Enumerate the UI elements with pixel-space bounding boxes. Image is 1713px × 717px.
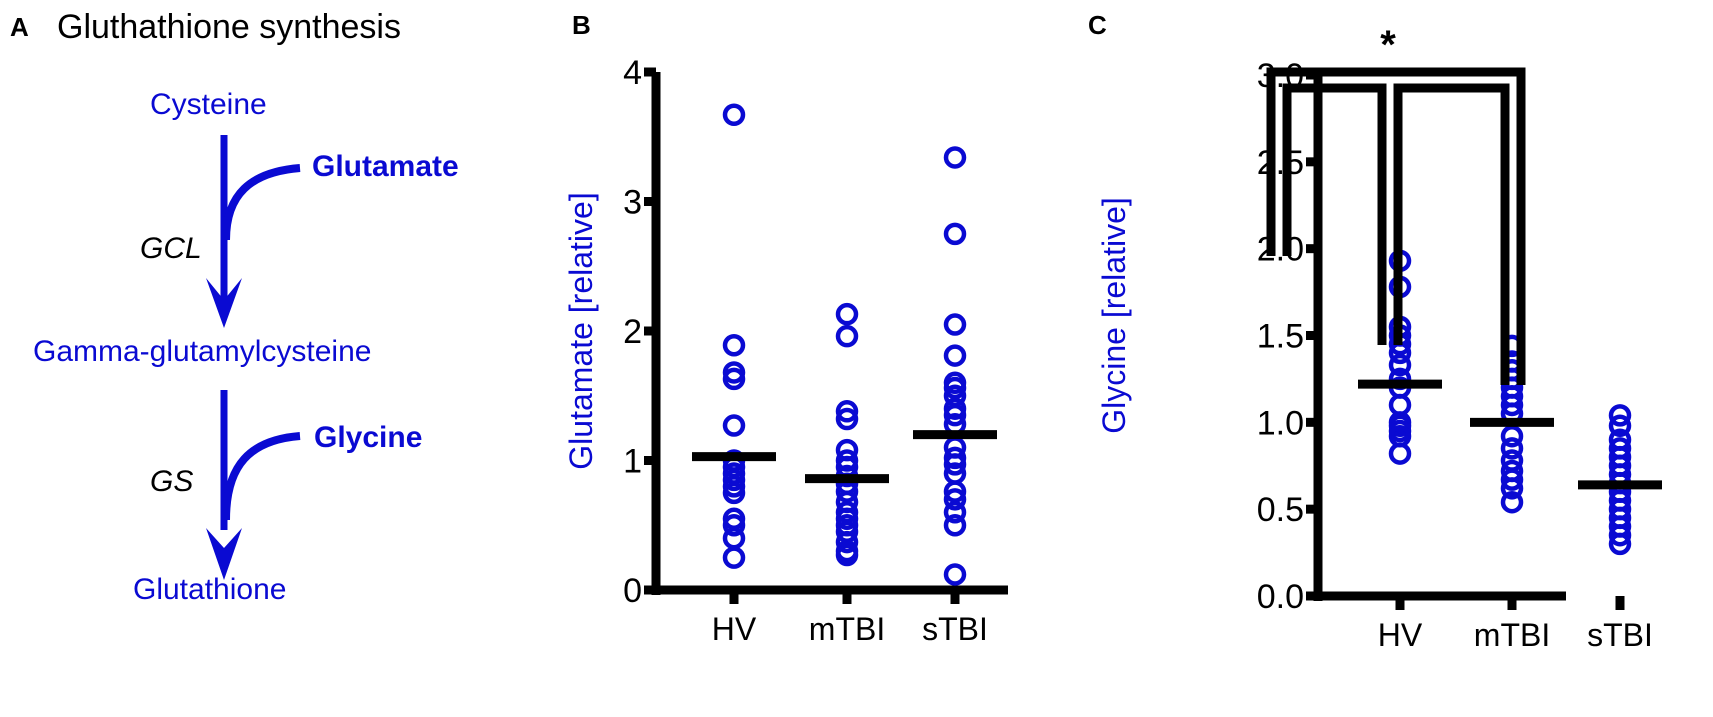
panel-a-title: Gluthathione synthesis (57, 8, 401, 46)
data-point (1500, 424, 1524, 448)
data-point (835, 543, 859, 567)
series-mtbi (1470, 334, 1554, 514)
data-point (943, 480, 967, 503)
node-cysteine: Cysteine (150, 88, 267, 121)
data-point (835, 302, 859, 326)
significance-star: * (1380, 23, 1396, 67)
panel-c-letter: C (1088, 10, 1107, 40)
data-point (1500, 468, 1524, 491)
data-point (943, 376, 967, 400)
series-hv (692, 103, 776, 569)
data-point (1500, 477, 1524, 500)
panel-b-letter: B (572, 10, 591, 40)
data-point (943, 146, 967, 169)
y-tick-label: 1.5 (1257, 318, 1304, 356)
data-point (943, 222, 967, 246)
data-point (722, 481, 746, 505)
y-tick-label: 2.5 (1257, 144, 1304, 182)
data-point (835, 400, 859, 423)
data-point (943, 344, 967, 367)
y-tick-label: 2 (623, 313, 642, 351)
data-point (722, 414, 746, 437)
data-point (943, 403, 967, 427)
y-axis-label: Glutamate [relative] (563, 192, 599, 469)
y-tick-label: 1.0 (1257, 404, 1304, 442)
data-point (1608, 404, 1632, 427)
y-tick-label: 1 (623, 443, 642, 481)
data-point (1500, 437, 1524, 460)
enzyme-gs: GS (150, 465, 194, 498)
data-point (1608, 532, 1632, 556)
data-point (1500, 393, 1524, 417)
panel-a-letter: A (10, 12, 29, 42)
data-point (943, 501, 967, 524)
node-gamma-glutamylcysteine: Gamma-glutamylcysteine (33, 335, 372, 368)
y-tick-label: 0 (623, 572, 642, 610)
x-tick-label-mtbi: mTBI (809, 611, 885, 647)
y-axis-label: Glycine [relative] (1096, 197, 1132, 434)
series-mtbi (805, 302, 889, 567)
data-point (943, 453, 967, 476)
data-point (1388, 353, 1412, 377)
enzyme-gcl: GCL (140, 232, 202, 265)
series-stbi (1578, 404, 1662, 556)
data-point (835, 407, 859, 431)
data-point (722, 333, 746, 357)
arrow-gcl-icon (206, 135, 301, 328)
x-tick-label-hv: HV (712, 611, 757, 647)
data-point (1608, 414, 1632, 438)
y-tick-label: 2.0 (1257, 231, 1304, 269)
series-hv (1358, 249, 1442, 465)
node-glycine: Glycine (314, 421, 423, 454)
data-point (835, 530, 859, 554)
data-point (943, 563, 967, 586)
significance-brackets: * (1266, 23, 1526, 385)
data-point (1608, 523, 1632, 547)
data-point (943, 514, 967, 537)
y-tick-label: 4 (623, 54, 642, 92)
arrow-gs-icon (206, 390, 301, 580)
y-tick-label: 3 (623, 184, 642, 222)
data-point (943, 313, 967, 336)
node-glutathione: Glutathione (133, 573, 287, 606)
y-tick-label: 0.0 (1257, 578, 1304, 616)
data-point (1500, 490, 1524, 514)
bracket-hv-mtbi (1282, 83, 1387, 345)
bracket-mtbi-stbi (1393, 83, 1510, 385)
pathway-arrows (206, 135, 301, 580)
y-tick-label: 0.5 (1257, 491, 1304, 529)
series-stbi (913, 146, 997, 586)
data-point (835, 324, 859, 348)
x-tick-label-stbi: sTBI (1587, 617, 1653, 653)
data-point (1388, 442, 1412, 465)
data-point (722, 367, 746, 391)
data-point (722, 514, 746, 537)
data-point (722, 546, 746, 569)
data-point (943, 488, 967, 511)
data-point (722, 103, 746, 126)
bracket-hv-stbi (1266, 67, 1526, 385)
x-tick-label-stbi: sTBI (922, 611, 988, 647)
x-tick-label-hv: HV (1378, 617, 1423, 653)
x-tick-label-mtbi: mTBI (1474, 617, 1550, 653)
node-glutamate: Glutamate (312, 150, 459, 183)
